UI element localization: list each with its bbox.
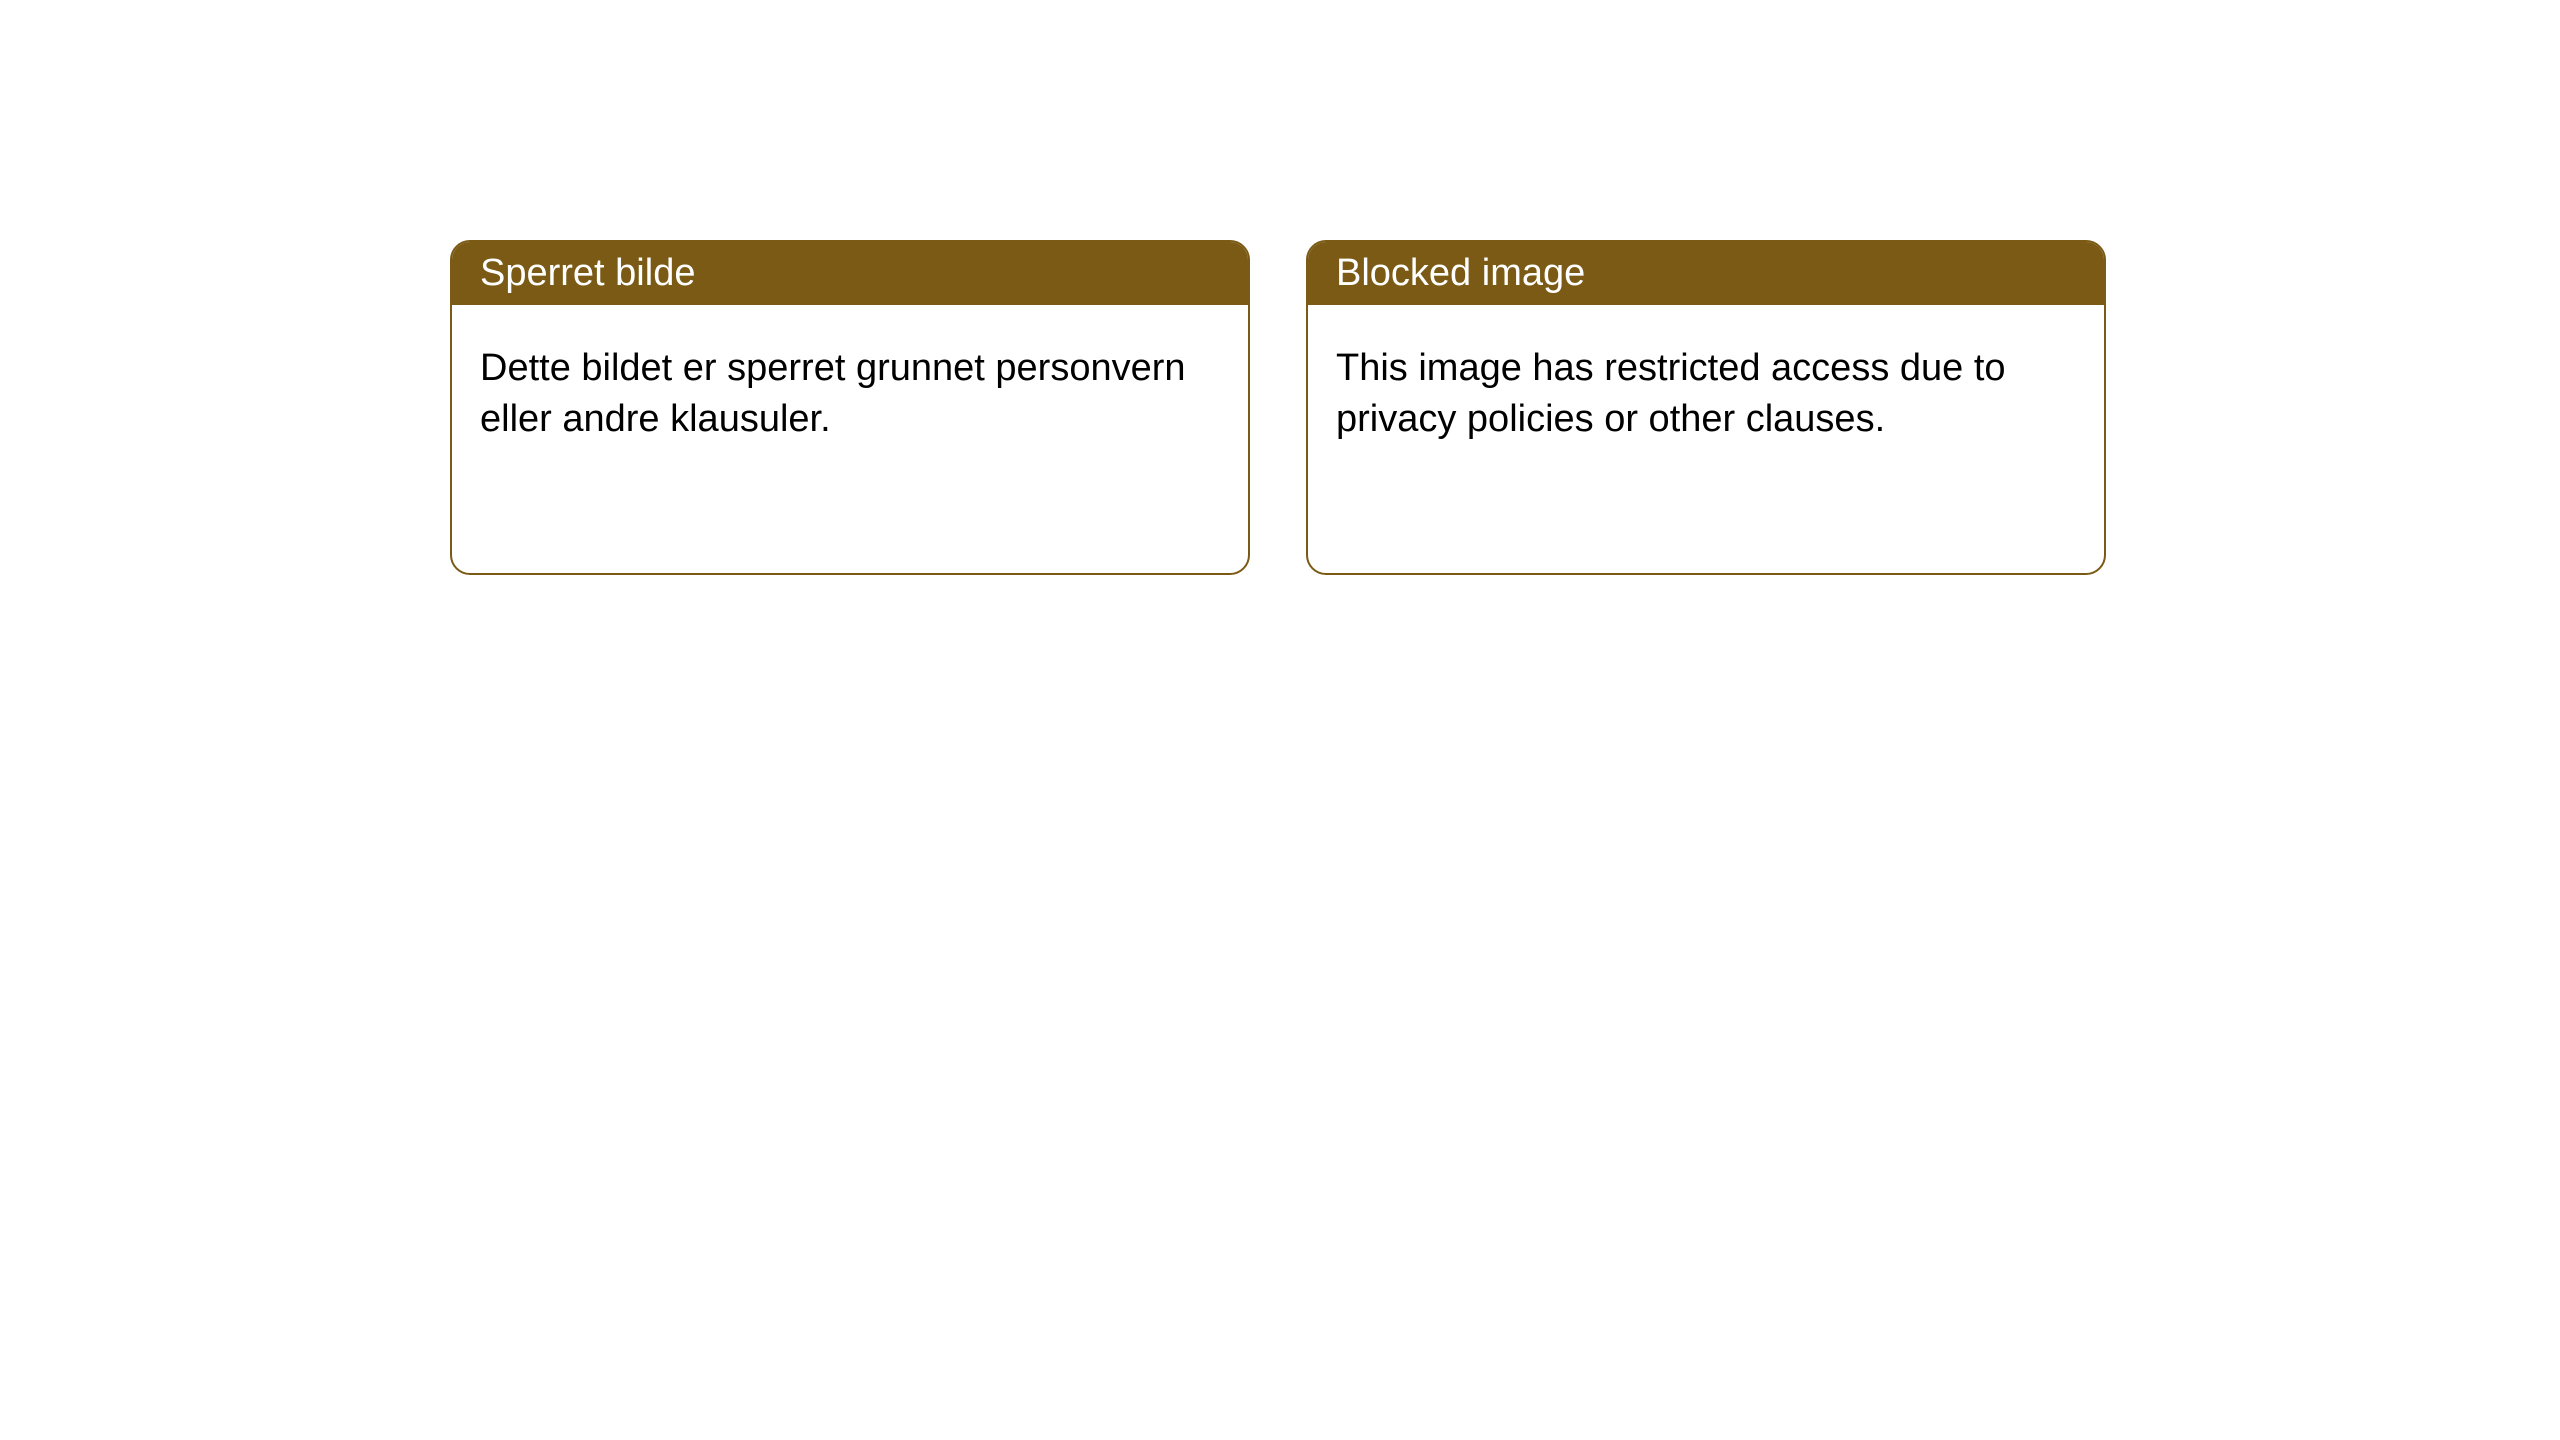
notice-body-en: This image has restricted access due to … [1308,305,2104,484]
notice-body-no: Dette bildet er sperret grunnet personve… [452,305,1248,484]
notice-title-no: Sperret bilde [452,242,1248,305]
notice-title-en: Blocked image [1308,242,2104,305]
notice-box-no: Sperret bilde Dette bildet er sperret gr… [450,240,1250,575]
notice-box-en: Blocked image This image has restricted … [1306,240,2106,575]
notice-container: Sperret bilde Dette bildet er sperret gr… [450,240,2106,575]
